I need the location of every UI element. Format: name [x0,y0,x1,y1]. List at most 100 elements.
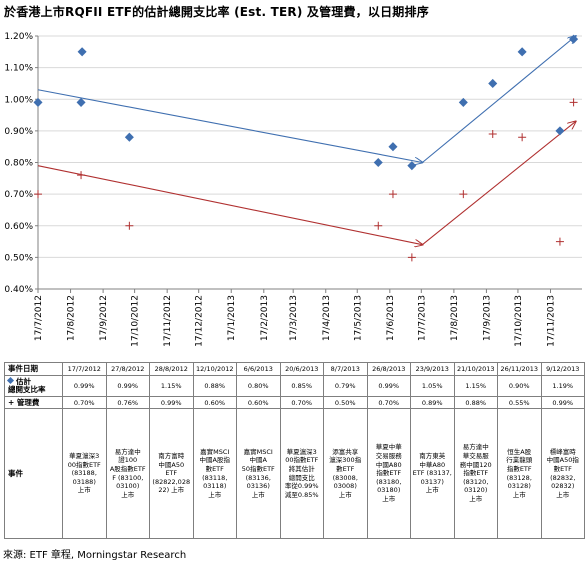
data-marks [33,34,579,262]
ter-cell: 0.90% [497,375,542,397]
ter-point [124,132,134,142]
y-tick-label: 1.20% [4,32,33,42]
trend-arrows [37,36,576,246]
diamond-marker-icon [6,376,15,385]
event-cell: 易方達中 證100 A股指數ETF F (83100, 03100) 上市 [105,408,150,539]
ter-point [517,47,527,57]
fee-point [34,190,42,199]
row-label-date: 事件日期 [4,362,63,376]
ter-cell: 1.19% [540,375,585,397]
x-tick-label: 17/8/2012 [67,295,77,341]
fee-cell: 0.60% [192,396,237,409]
x-tick-label: 17/9/2012 [99,295,109,341]
ter-point [407,161,417,171]
fee-cell: 0.70% [366,396,411,409]
date-cell: 17/7/2012 [62,362,107,376]
x-tick-label: 17/10/2012 [131,295,141,347]
table-row-events: 事件 華夏滬深3 00指數ETF (83188, 03188) 上市 易方達中 證… [4,408,585,539]
table-row-dates: 事件日期 17/7/2012 27/8/2012 28/8/2012 12/10/20… [4,362,585,376]
date-cell: 12/10/2012 [192,362,237,376]
x-tick-label: 17/7/2012 [34,295,44,341]
event-cell: 嘉實MSCI 中國A 50指數ETF (83136, 03136) 上市 [236,408,281,539]
y-tick-label: 0.80% [4,159,33,169]
trend-arrow-segment [37,165,422,245]
chart-title: 於香港上市RQFII ETF的估計總開支比率 (Est. TER) 及管理費，以… [4,5,429,19]
source-note: 來源: ETF 章程, Morningstar Research [3,550,187,561]
ter-point [488,78,498,88]
fee-point [388,190,397,199]
ter-cell: 0.99% [105,375,150,397]
x-tick-label: 17/10/2013 [514,295,524,347]
x-tick-label: 17/9/2013 [482,295,492,341]
ter-point [555,126,565,136]
ter-point [76,97,86,107]
y-tick-label: 1.00% [4,95,33,105]
event-table: 事件日期 17/7/2012 27/8/2012 28/8/2012 12/10/20… [4,362,585,539]
fee-cell: 0.99% [540,396,585,409]
x-tick-label: 17/1/2013 [227,295,237,341]
event-cell: 南方東英 中華A80 ETF (83137, 03137) 上市 [410,408,455,539]
trend-arrow-segment [422,36,575,163]
fee-point [459,190,468,199]
x-tick-label: 17/7/2013 [417,295,427,341]
event-cell: 華夏中華 交易服務 中國A80 指數ETF (83180, 03180) 上市 [366,408,411,539]
chart-svg: 0.40% 0.50% 0.60% 0.70% 0.80% 0.90% 1.00% 1.10%… [4,32,582,347]
fee-point [407,253,416,262]
fee-cell: 0.55% [497,396,542,409]
x-tick-label: 17/12/2012 [195,295,205,347]
fee-cell: 0.89% [410,396,455,409]
fee-cell: 0.70% [62,396,107,409]
fee-cell: 0.88% [453,396,498,409]
date-cell: 23/9/2013 [410,362,455,376]
row-label-ter: 估計 總開支比率 [4,375,63,397]
x-tick-label: 17/5/2013 [353,295,363,341]
ter-cell: 1.15% [149,375,194,397]
ter-cell: 0.99% [62,375,107,397]
ter-point [388,142,398,152]
fee-point [374,221,383,230]
event-cell: 華夏滬深3 00指數ETF (83188, 03188) 上市 [62,408,107,539]
date-cell: 26/8/2013 [366,362,411,376]
event-cell: 添富共享 滬深300指 數ETF (83008, 03008) 上市 [323,408,368,539]
ter-point [373,157,383,168]
fee-point [77,171,86,180]
ter-cell: 1.15% [453,375,498,397]
fee-point [125,221,134,230]
fee-point [518,133,527,142]
ter-cell: 0.99% [366,375,411,397]
x-tick-label: 17/6/2013 [386,295,396,341]
fee-cell: 0.76% [105,396,150,409]
date-cell: 26/11/2013 [497,362,542,376]
trend-arrow-segment [37,89,422,163]
y-tick-label: 0.90% [4,127,33,137]
table-row-fee: + 管理費 0.70% 0.76% 0.99% 0.60% 0.60% 0.70% 0.50… [4,396,585,409]
row-label-ter-text: 估計 總開支比率 [8,377,46,394]
y-tick-label: 0.50% [4,253,33,263]
y-tick-label: 1.10% [4,64,33,74]
event-cell: 易方達中 華交易服 務中國120 指數ETF (83120, 03120) 上市 [453,408,498,539]
fee-point [488,130,497,139]
y-tick-label: 0.60% [4,222,33,232]
trend-arrow-segment [422,121,575,246]
date-cell: 20/6/2013 [279,362,324,376]
date-cell: 28/8/2012 [149,362,194,376]
ter-cell: 0.88% [192,375,237,397]
y-tick-label: 0.40% [4,285,33,295]
x-tick-label: 17/11/2012 [163,295,173,347]
x-tick-label: 17/3/2013 [289,295,299,341]
x-tick-label: 17/8/2013 [450,295,460,341]
ter-cell: 0.80% [236,375,281,397]
date-cell: 21/10/2013 [453,362,498,376]
axes [35,35,582,293]
ter-cell: 0.85% [279,375,324,397]
event-cell: 華夏滬深3 00指數ETF 將其估計 總開支比 率從0.99% 減至0.85% [279,408,324,539]
date-cell: 9/12/2013 [540,362,585,376]
fee-cell: 0.70% [279,396,324,409]
date-cell: 8/7/2013 [323,362,368,376]
ter-cell: 0.79% [323,375,368,397]
event-cell: 恒生A股 行業龍頭 指數ETF (83128, 03128) 上市 [497,408,542,539]
ter-point [33,97,43,107]
ter-point [458,97,468,107]
date-cell: 6/6/2013 [236,362,281,376]
x-tick-label: 17/2/2013 [260,295,270,341]
